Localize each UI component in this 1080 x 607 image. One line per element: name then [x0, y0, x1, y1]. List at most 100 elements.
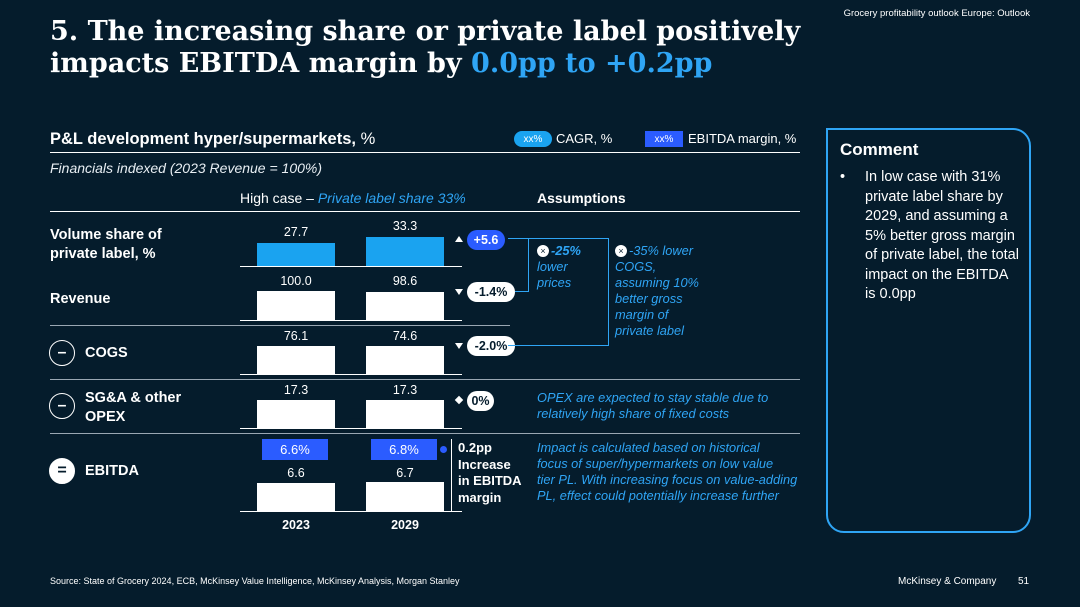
column-heading-prefix: High case –: [240, 190, 314, 206]
impact-line: Increase: [458, 456, 511, 472]
bar-2023: [257, 243, 335, 266]
value-2023: 27.7: [283, 225, 309, 239]
opex-assumption-note: OPEX are expected to stay stable due to …: [537, 390, 768, 422]
row-label-line: private label, %: [50, 246, 156, 262]
chart-title-unit: %: [360, 130, 376, 148]
bar-2029: [366, 237, 444, 266]
value-2029: 74.6: [392, 329, 418, 343]
bar-baseline: [240, 266, 462, 267]
impact-text: 0.2pp Increase in EBITDA margin: [458, 440, 522, 506]
value-2023: 76.1: [283, 329, 309, 343]
down-triangle-icon: [455, 289, 463, 295]
value-2029: 33.3: [392, 219, 418, 233]
delta-badge: +5.6: [467, 230, 505, 250]
impact-line: margin: [458, 489, 502, 505]
year-label-2029: 2029: [391, 518, 419, 532]
bar-baseline: [240, 320, 462, 321]
value-2023: 17.3: [283, 383, 309, 397]
footer-brand: McKinsey & Company: [898, 576, 997, 587]
impact-line: in EBITDA: [458, 473, 522, 488]
cogs-assumption-note: × -35% lower COGS, assuming 10% better gr…: [615, 243, 699, 339]
row-label-volume-share: Volume share of private label, %: [50, 226, 162, 264]
ebitda-margin-chip-2029: 6.8%: [371, 439, 437, 460]
value-2029: 6.7: [396, 466, 414, 480]
row-label-sga-opex: SG&A & other OPEX: [85, 389, 181, 427]
chart-title: P&L development hyper/supermarkets, %: [50, 130, 375, 149]
impact-note-line: PL, effect could potentially increase fu…: [537, 488, 779, 503]
cogs-note-line: COGS,: [615, 259, 657, 274]
assumption-connector: [508, 238, 609, 346]
legend-margin-chip: xx%: [645, 131, 683, 147]
row-label-cogs: COGS: [85, 345, 128, 361]
legend-cagr-label: CAGR, %: [556, 131, 613, 146]
comment-box: [826, 128, 1031, 533]
bar-2023: [257, 400, 335, 428]
comment-text: In low case with 31% private label share…: [865, 169, 1019, 302]
bar-2023: [257, 483, 335, 511]
delta-badge: 0%: [467, 391, 494, 411]
row-label-line: SG&A & other: [85, 390, 182, 406]
chart-title-text: P&L development hyper/supermarkets,: [50, 130, 356, 148]
price-note-line: × -25%: [537, 243, 581, 259]
impact-assumption-note: Impact is calculated based on historical…: [537, 440, 797, 504]
row-label-line: OPEX: [85, 409, 126, 425]
bar-2023: [257, 346, 335, 374]
row-divider: [50, 211, 800, 212]
bar-baseline: [240, 374, 462, 375]
cogs-note-line: assuming 10%: [615, 275, 699, 290]
impact-note-line: Impact is calculated based on historical: [537, 440, 760, 455]
multiply-icon: ×: [537, 245, 549, 257]
comment-title: Comment: [840, 140, 919, 159]
row-divider: [50, 433, 800, 434]
multiply-icon: ×: [615, 245, 627, 257]
row-label-line: Volume share of: [50, 227, 162, 243]
page-title: 5. The increasing share or private label…: [50, 16, 810, 80]
impact-note-line: tier PL. With increasing focus on value-…: [537, 472, 798, 487]
source-note: Source: State of Grocery 2024, ECB, McKi…: [50, 576, 460, 586]
bar-baseline: [240, 428, 462, 429]
value-2029: 98.6: [392, 274, 418, 288]
up-triangle-icon: [455, 236, 463, 242]
chart-subtitle: Financials indexed (2023 Revenue = 100%): [50, 160, 323, 176]
bar-2029: [366, 482, 444, 511]
price-note-line: prices: [537, 275, 572, 290]
section-divider: [50, 152, 800, 153]
bar-2023: [257, 291, 335, 320]
impact-line: 0.2pp: [458, 440, 492, 455]
minus-operator-icon: –: [49, 393, 75, 419]
row-label-revenue: Revenue: [50, 291, 111, 307]
bullet-icon: •: [840, 169, 846, 185]
value-2023: 100.0: [280, 274, 312, 288]
price-note-line: lower: [537, 259, 568, 274]
cogs-note-value: -35% lower: [629, 243, 694, 258]
minus-operator-icon: –: [49, 340, 75, 366]
column-heading: High case – Private label share 33%: [240, 190, 466, 206]
opex-note-line: relatively high share of fixed costs: [537, 406, 730, 421]
assumption-connector: [515, 238, 529, 292]
delta-badge: -2.0%: [467, 336, 515, 356]
bar-2029: [366, 346, 444, 374]
legend-margin-label: EBITDA margin, %: [688, 131, 797, 146]
bar-2029: [366, 400, 444, 428]
row-label-ebitda: EBITDA: [85, 463, 139, 479]
price-note-value: -25%: [551, 243, 581, 258]
row-divider: [50, 325, 510, 326]
cogs-note-line: margin of: [615, 307, 669, 322]
comment-body: • In low case with 31% private label sha…: [840, 168, 1020, 305]
delta-badge: -1.4%: [467, 282, 515, 302]
bar-baseline: [240, 511, 462, 512]
legend-cagr-chip: xx%: [514, 131, 552, 147]
margin-dot-icon: [440, 446, 447, 453]
value-2029: 17.3: [392, 383, 418, 397]
opex-note-line: OPEX are expected to stay stable due to: [537, 390, 769, 405]
cogs-note-line: × -35% lower: [615, 243, 699, 259]
impact-note-line: focus of super/hypermarkets on low value: [537, 456, 774, 471]
down-triangle-icon: [455, 343, 463, 349]
equals-operator-icon: =: [49, 458, 75, 484]
assumptions-heading: Assumptions: [537, 190, 626, 206]
page-number: 51: [1018, 576, 1030, 587]
year-label-2023: 2023: [282, 518, 310, 532]
bar-2029: [366, 292, 444, 320]
impact-bracket: [451, 439, 452, 511]
